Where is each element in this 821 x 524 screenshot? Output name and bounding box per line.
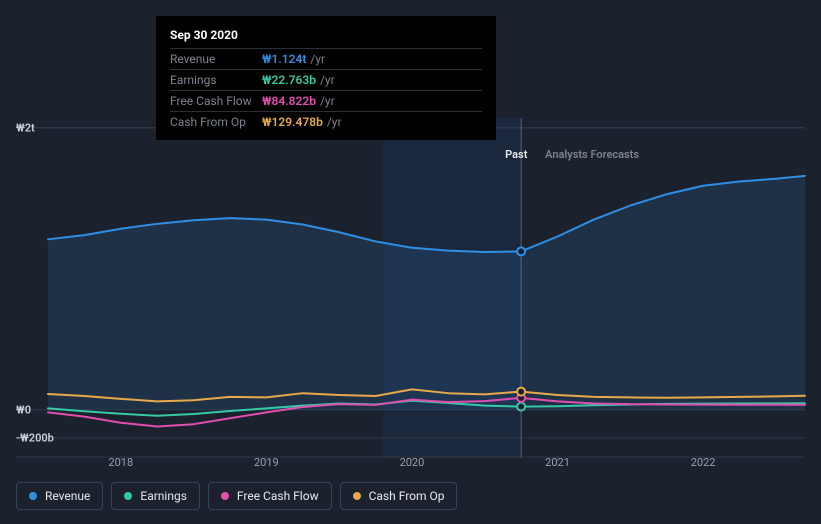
tooltip-suffix: /yr — [320, 73, 335, 87]
legend-dot-icon — [221, 492, 229, 500]
tooltip-label: Revenue — [170, 52, 262, 66]
y-tick-label: ₩0 — [16, 403, 31, 416]
tooltip-value: ₩22.763b — [262, 73, 316, 87]
x-tick-label: 2021 — [545, 456, 570, 469]
legend-label: Cash From Op — [369, 489, 445, 503]
tooltip-suffix: /yr — [310, 52, 325, 66]
tooltip-label: Earnings — [170, 73, 262, 87]
x-tick-label: 2018 — [108, 456, 133, 469]
legend-dot-icon — [353, 492, 361, 500]
legend-label: Earnings — [140, 489, 187, 503]
tooltip-value: ₩129.478b — [262, 115, 323, 129]
tooltip-label: Cash From Op — [170, 115, 262, 129]
x-tick-label: 2022 — [691, 456, 716, 469]
legend-dot-icon — [29, 492, 37, 500]
y-tick-label: -₩200b — [16, 432, 54, 445]
legend-item-revenue[interactable]: Revenue — [16, 482, 103, 510]
y-tick-label: ₩2t — [16, 122, 35, 135]
legend-label: Free Cash Flow — [237, 489, 319, 503]
chart-tooltip: Sep 30 2020 Revenue₩1.124t/yrEarnings₩22… — [156, 16, 496, 140]
x-tick-label: 2019 — [254, 456, 279, 469]
legend: Revenue Earnings Free Cash Flow Cash From O… — [16, 482, 457, 510]
financial-chart: Sep 30 2020 Revenue₩1.124t/yrEarnings₩22… — [16, 0, 805, 524]
past-label: Past — [505, 148, 527, 161]
x-tick-label: 2020 — [400, 456, 425, 469]
tooltip-row: Cash From Op₩129.478b/yr — [170, 111, 482, 132]
tooltip-suffix: /yr — [320, 94, 335, 108]
legend-dot-icon — [124, 492, 132, 500]
tooltip-row: Revenue₩1.124t/yr — [170, 48, 482, 69]
tooltip-row: Free Cash Flow₩84.822b/yr — [170, 90, 482, 111]
tooltip-row: Earnings₩22.763b/yr — [170, 69, 482, 90]
x-axis: 2018 2019 2020 2021 2022 — [48, 450, 805, 474]
tooltip-value: ₩1.124t — [262, 52, 306, 66]
legend-label: Revenue — [45, 489, 90, 503]
tooltip-value: ₩84.822b — [262, 94, 316, 108]
tooltip-suffix: /yr — [327, 115, 342, 129]
legend-item-earnings[interactable]: Earnings — [111, 482, 200, 510]
forecast-label: Analysts Forecasts — [545, 148, 639, 161]
chart-svg — [16, 118, 805, 458]
legend-item-free-cash-flow[interactable]: Free Cash Flow — [208, 482, 332, 510]
tooltip-label: Free Cash Flow — [170, 94, 262, 108]
tooltip-date: Sep 30 2020 — [170, 24, 482, 48]
legend-item-cash-from-op[interactable]: Cash From Op — [340, 482, 458, 510]
plot-area[interactable]: ₩2t ₩0 -₩200b — [16, 118, 805, 458]
